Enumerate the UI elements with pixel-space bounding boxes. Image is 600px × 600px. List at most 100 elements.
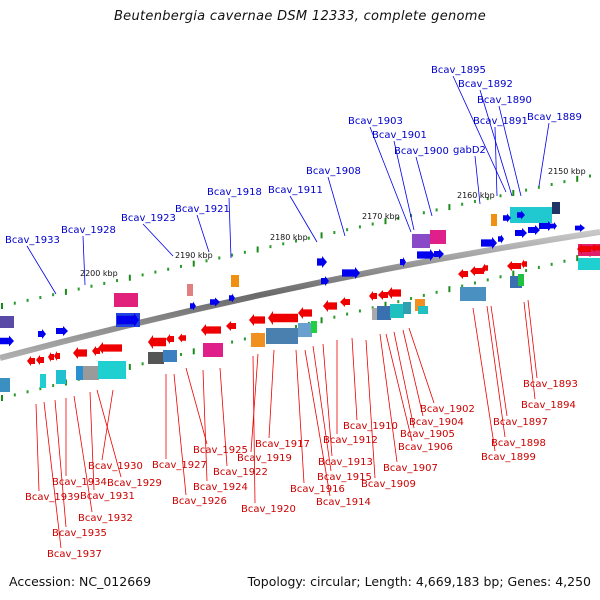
tick-mark — [358, 309, 361, 313]
tick-mark — [320, 317, 323, 324]
reverse-gene-label: Bcav_1893 — [523, 379, 578, 390]
forward-gene-label: Bcav_1892 — [458, 79, 513, 90]
forward-gene-label: gabD2 — [453, 145, 486, 156]
tick-mark — [77, 287, 80, 291]
feature-box — [83, 366, 99, 380]
forward-gene-arrow — [528, 225, 540, 235]
tick-mark — [512, 189, 515, 196]
reverse-gene-arrow — [387, 287, 401, 299]
tick-mark — [473, 281, 476, 285]
feature-box — [418, 306, 428, 314]
tick-mark — [295, 239, 297, 243]
feature-box — [266, 328, 298, 344]
connector-line — [54, 399, 67, 528]
connector-line — [351, 337, 358, 421]
reverse-gene-arrow — [249, 314, 265, 326]
feature-box — [148, 352, 164, 364]
reverse-gene-label: Bcav_1913 — [318, 457, 373, 468]
reverse-gene-label: Bcav_1930 — [88, 461, 143, 472]
tick-mark — [435, 208, 438, 212]
tick-mark — [473, 199, 476, 203]
reverse-gene-arrow — [98, 342, 122, 354]
forward-gene-arrow — [400, 257, 406, 267]
tick-mark — [243, 337, 246, 341]
reverse-gene-arrow — [458, 269, 468, 279]
tick-mark — [525, 269, 528, 273]
reverse-gene-label: Bcav_1924 — [193, 482, 248, 493]
reverse-gene-label: Bcav_1937 — [47, 549, 102, 560]
connector-line — [379, 333, 398, 463]
reverse-gene-label: Bcav_1927 — [152, 460, 207, 471]
tick-mark — [550, 182, 553, 186]
forward-gene-arrow — [342, 267, 360, 279]
coordinate-labels: 2150 kbp 2160 kbp 2170 kbp 2180 kbp 2190 kbp… — [80, 167, 586, 278]
connector-line — [196, 214, 210, 253]
map-title: Beutenbergia cavernae DSM 12333, complet… — [113, 9, 487, 24]
tick-mark — [64, 288, 67, 295]
tick-mark — [256, 246, 259, 253]
tick-mark — [205, 259, 208, 263]
forward-gene-label: Bcav_1889 — [527, 112, 582, 123]
reverse-gene-arrow — [340, 297, 350, 307]
reverse-gene-arrow — [482, 263, 488, 273]
tick-mark — [167, 267, 170, 271]
forward-gene-arrow — [190, 301, 196, 311]
connector-line — [96, 389, 122, 478]
forward-gene-arrow — [575, 224, 585, 232]
tick-mark — [141, 273, 144, 277]
tick-label: 2170 kbp — [362, 212, 400, 221]
tick-mark — [537, 185, 540, 189]
connector-line — [322, 343, 333, 457]
tick-mark — [295, 325, 297, 328]
tick-mark — [422, 293, 425, 297]
tick-mark — [90, 284, 93, 288]
forward-gene-arrow — [498, 234, 504, 244]
tick-mark — [499, 275, 502, 279]
tick-mark — [13, 301, 16, 305]
forward-gene-label: Bcav_1933 — [5, 235, 60, 246]
forward-gene-arrow — [503, 213, 511, 223]
feature-box — [203, 343, 223, 357]
reverse-gene-label: Bcav_1910 — [343, 421, 398, 432]
tick-mark — [461, 284, 464, 288]
connector-line — [385, 333, 413, 442]
feature-box — [311, 321, 317, 333]
tick-mark — [39, 296, 42, 300]
connector-line — [474, 155, 481, 205]
connector-line — [202, 369, 208, 482]
connector-line — [250, 353, 259, 453]
connector-line — [369, 126, 412, 233]
reverse-gene-arrow — [323, 300, 337, 312]
connector-line — [408, 327, 435, 404]
connector-line — [101, 389, 114, 461]
tick-label: 2180 kbp — [270, 233, 308, 242]
connector-line — [73, 395, 93, 513]
tick-mark — [371, 222, 374, 226]
reverse-gene-label: Bcav_1912 — [323, 435, 378, 446]
connector-line — [185, 367, 208, 445]
tick-mark — [397, 216, 400, 220]
reverse-gene-arrow — [92, 346, 100, 356]
feature-box — [510, 207, 552, 223]
connector-line — [472, 307, 496, 452]
tick-mark — [269, 245, 272, 249]
forward-gene-label: Bcav_1891 — [473, 116, 528, 127]
tick-mark — [13, 393, 16, 397]
tick-mark — [397, 300, 400, 304]
tick-mark — [52, 293, 55, 297]
forward-gene-arrow — [515, 228, 527, 238]
reverse-gene-label: Bcav_1905 — [400, 429, 455, 440]
feature-box — [403, 302, 411, 314]
forward-gene-arrow — [417, 249, 435, 261]
forward-gene-label: Bcav_1908 — [306, 166, 361, 177]
connector-line — [304, 349, 331, 497]
tick-mark — [333, 315, 336, 319]
forward-gene-arrow — [317, 256, 327, 268]
tick-mark — [307, 236, 310, 240]
reverse-gene-arrow — [54, 351, 60, 361]
tick-mark — [231, 340, 234, 344]
connector-line — [289, 195, 318, 243]
